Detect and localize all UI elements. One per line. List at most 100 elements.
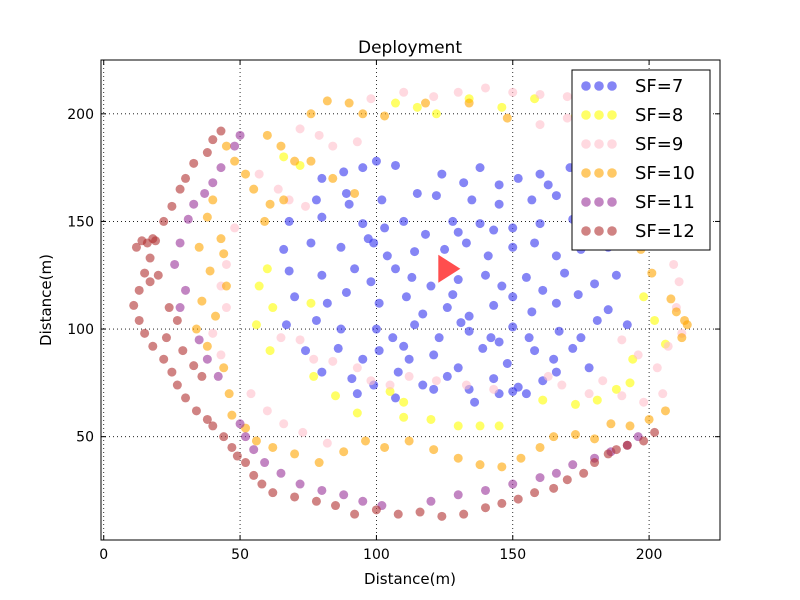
legend-marker bbox=[594, 197, 604, 207]
legend-marker bbox=[607, 81, 617, 91]
point-sf7 bbox=[333, 343, 343, 353]
point-sf11 bbox=[508, 479, 518, 489]
x-tick-label: 150 bbox=[499, 547, 526, 563]
point-sf8 bbox=[306, 298, 316, 308]
point-sf9 bbox=[663, 341, 673, 351]
point-sf12 bbox=[562, 475, 572, 485]
legend-marker bbox=[581, 139, 591, 149]
point-sf7 bbox=[418, 380, 428, 390]
point-sf7 bbox=[399, 341, 409, 351]
point-sf9 bbox=[273, 184, 283, 194]
point-sf10 bbox=[230, 156, 240, 166]
point-sf11 bbox=[208, 178, 218, 188]
point-sf9 bbox=[322, 438, 332, 448]
point-sf9 bbox=[535, 120, 545, 130]
point-sf11 bbox=[358, 496, 368, 506]
point-sf7 bbox=[407, 272, 417, 282]
point-sf9 bbox=[298, 427, 308, 437]
point-sf9 bbox=[404, 371, 414, 381]
point-sf7 bbox=[453, 275, 463, 285]
point-sf12 bbox=[350, 509, 360, 519]
point-sf9 bbox=[328, 141, 338, 151]
point-sf7 bbox=[317, 173, 327, 183]
point-sf10 bbox=[682, 320, 692, 330]
point-sf9 bbox=[535, 89, 545, 99]
chart-title: Deployment bbox=[358, 38, 462, 58]
point-sf9 bbox=[617, 335, 627, 345]
point-sf11 bbox=[235, 419, 245, 429]
point-sf7 bbox=[530, 346, 540, 356]
point-sf12 bbox=[178, 346, 188, 356]
point-sf10 bbox=[361, 436, 371, 446]
point-sf9 bbox=[276, 333, 286, 343]
point-sf10 bbox=[249, 184, 259, 194]
point-sf10 bbox=[606, 419, 616, 429]
point-sf12 bbox=[257, 479, 267, 489]
point-sf7 bbox=[317, 367, 327, 377]
point-sf10 bbox=[339, 447, 349, 457]
point-sf7 bbox=[494, 199, 504, 209]
point-sf12 bbox=[290, 492, 300, 502]
point-sf11 bbox=[339, 490, 349, 500]
point-sf7 bbox=[311, 315, 321, 325]
y-tick-label: 150 bbox=[67, 214, 94, 230]
point-sf10 bbox=[262, 130, 272, 140]
x-tick-label: 50 bbox=[231, 547, 249, 563]
legend-marker bbox=[607, 226, 617, 236]
point-sf7 bbox=[374, 346, 384, 356]
point-sf8 bbox=[262, 264, 272, 274]
point-sf12 bbox=[181, 173, 191, 183]
point-sf7 bbox=[489, 374, 499, 384]
point-sf8 bbox=[331, 391, 341, 401]
point-sf9 bbox=[295, 335, 305, 345]
point-sf9 bbox=[262, 406, 272, 416]
y-tick-label: 100 bbox=[67, 322, 94, 338]
legend-label: SF=11 bbox=[635, 192, 695, 213]
point-sf9 bbox=[314, 130, 324, 140]
plot-frame bbox=[100, 59, 721, 541]
legend-label: SF=9 bbox=[635, 134, 683, 155]
point-sf12 bbox=[129, 300, 139, 310]
point-sf10 bbox=[570, 430, 580, 440]
point-sf7 bbox=[363, 234, 373, 244]
point-sf12 bbox=[202, 148, 212, 158]
point-sf10 bbox=[429, 445, 439, 455]
point-sf10 bbox=[358, 109, 368, 119]
point-sf7 bbox=[284, 266, 294, 276]
point-sf12 bbox=[497, 498, 507, 508]
point-sf12 bbox=[216, 126, 226, 136]
point-sf7 bbox=[573, 290, 583, 300]
y-axis-label: Distance(m) bbox=[37, 254, 55, 346]
legend-marker bbox=[594, 168, 604, 178]
point-sf10 bbox=[380, 111, 390, 121]
point-sf7 bbox=[551, 298, 561, 308]
point-sf7 bbox=[339, 167, 349, 177]
point-sf12 bbox=[437, 511, 447, 521]
point-sf10 bbox=[328, 173, 338, 183]
point-sf12 bbox=[415, 507, 425, 517]
point-sf9 bbox=[639, 397, 649, 407]
point-sf8 bbox=[475, 421, 485, 431]
point-sf7 bbox=[341, 188, 351, 198]
point-sf7 bbox=[371, 156, 381, 166]
point-sf7 bbox=[399, 216, 409, 226]
point-sf10 bbox=[202, 341, 212, 351]
point-sf8 bbox=[254, 281, 264, 291]
point-sf9 bbox=[366, 376, 376, 386]
point-sf8 bbox=[399, 397, 409, 407]
point-sf8 bbox=[650, 315, 660, 325]
point-sf7 bbox=[530, 238, 540, 248]
point-sf10 bbox=[666, 294, 676, 304]
legend-marker bbox=[607, 110, 617, 120]
point-sf9 bbox=[543, 371, 553, 381]
point-sf12 bbox=[480, 503, 490, 513]
point-sf9 bbox=[352, 137, 362, 147]
point-sf8 bbox=[431, 109, 441, 119]
point-sf9 bbox=[617, 391, 627, 401]
point-sf10 bbox=[625, 421, 635, 431]
point-sf11 bbox=[276, 468, 286, 478]
point-sf12 bbox=[148, 341, 158, 351]
point-sf10 bbox=[404, 436, 414, 446]
point-sf12 bbox=[459, 509, 469, 519]
x-tick-label: 0 bbox=[99, 547, 108, 563]
